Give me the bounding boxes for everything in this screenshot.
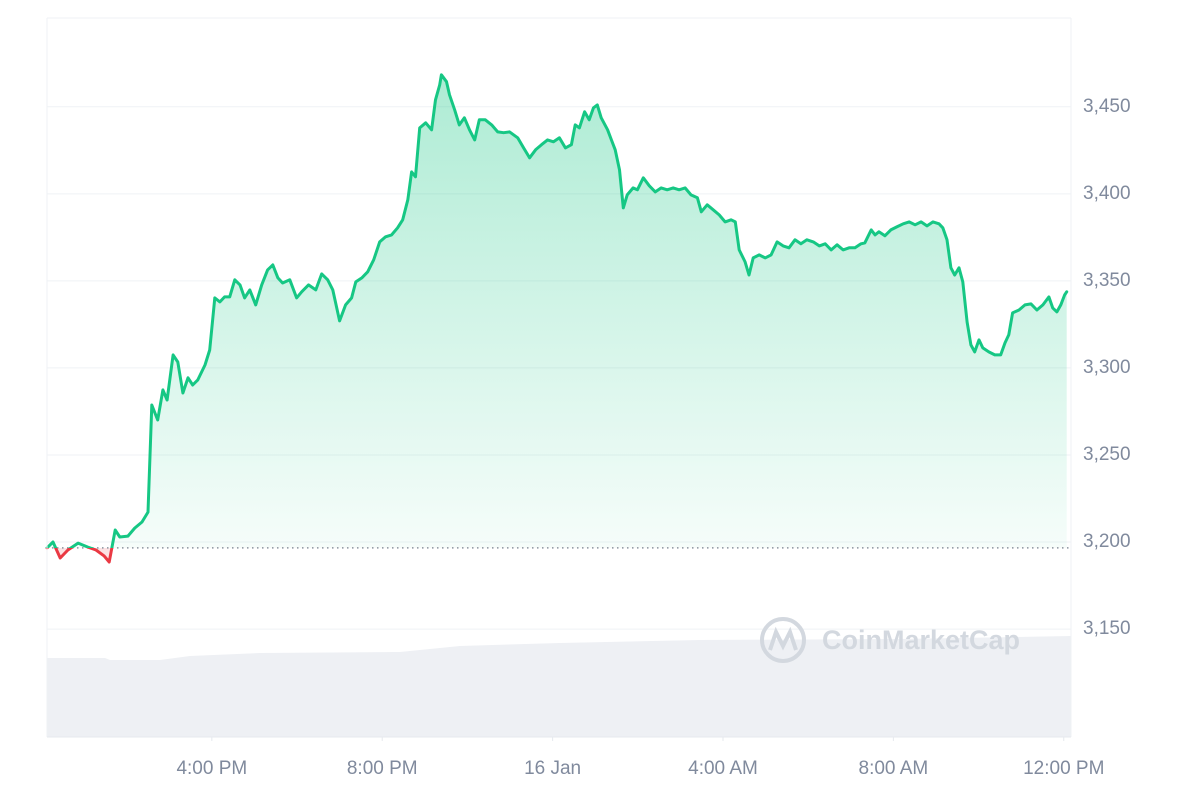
y-tick-label: 3,350 bbox=[1083, 270, 1131, 291]
y-tick-label: 3,250 bbox=[1083, 444, 1131, 465]
area-fill-negative bbox=[55, 547, 112, 562]
watermark: CoinMarketCap bbox=[822, 625, 1020, 655]
x-tick-label: 8:00 PM bbox=[347, 758, 418, 779]
y-tick-label: 3,400 bbox=[1083, 183, 1131, 204]
x-tick-label: 8:00 AM bbox=[859, 758, 929, 779]
y-tick-label: 3,300 bbox=[1083, 357, 1131, 378]
volume-area bbox=[47, 636, 1071, 737]
x-tick-label: 4:00 PM bbox=[176, 758, 247, 779]
y-tick-label: 3,200 bbox=[1083, 531, 1131, 552]
watermark-logo bbox=[760, 617, 806, 663]
price-line bbox=[45, 73, 1069, 564]
x-tick-label: 12:00 PM bbox=[1023, 758, 1104, 779]
labels: 3,150 3,200 3,250 3,300 3,350 3,400 3,450 4:00 … bbox=[176, 96, 1130, 779]
x-tick-label: 4:00 AM bbox=[688, 758, 758, 779]
y-tick-label: 3,450 bbox=[1083, 96, 1131, 117]
area-fill bbox=[47, 74, 1067, 548]
y-tick-label: 3,150 bbox=[1083, 618, 1131, 639]
x-tick-label: 16 Jan bbox=[524, 758, 581, 779]
plot bbox=[45, 73, 1071, 564]
